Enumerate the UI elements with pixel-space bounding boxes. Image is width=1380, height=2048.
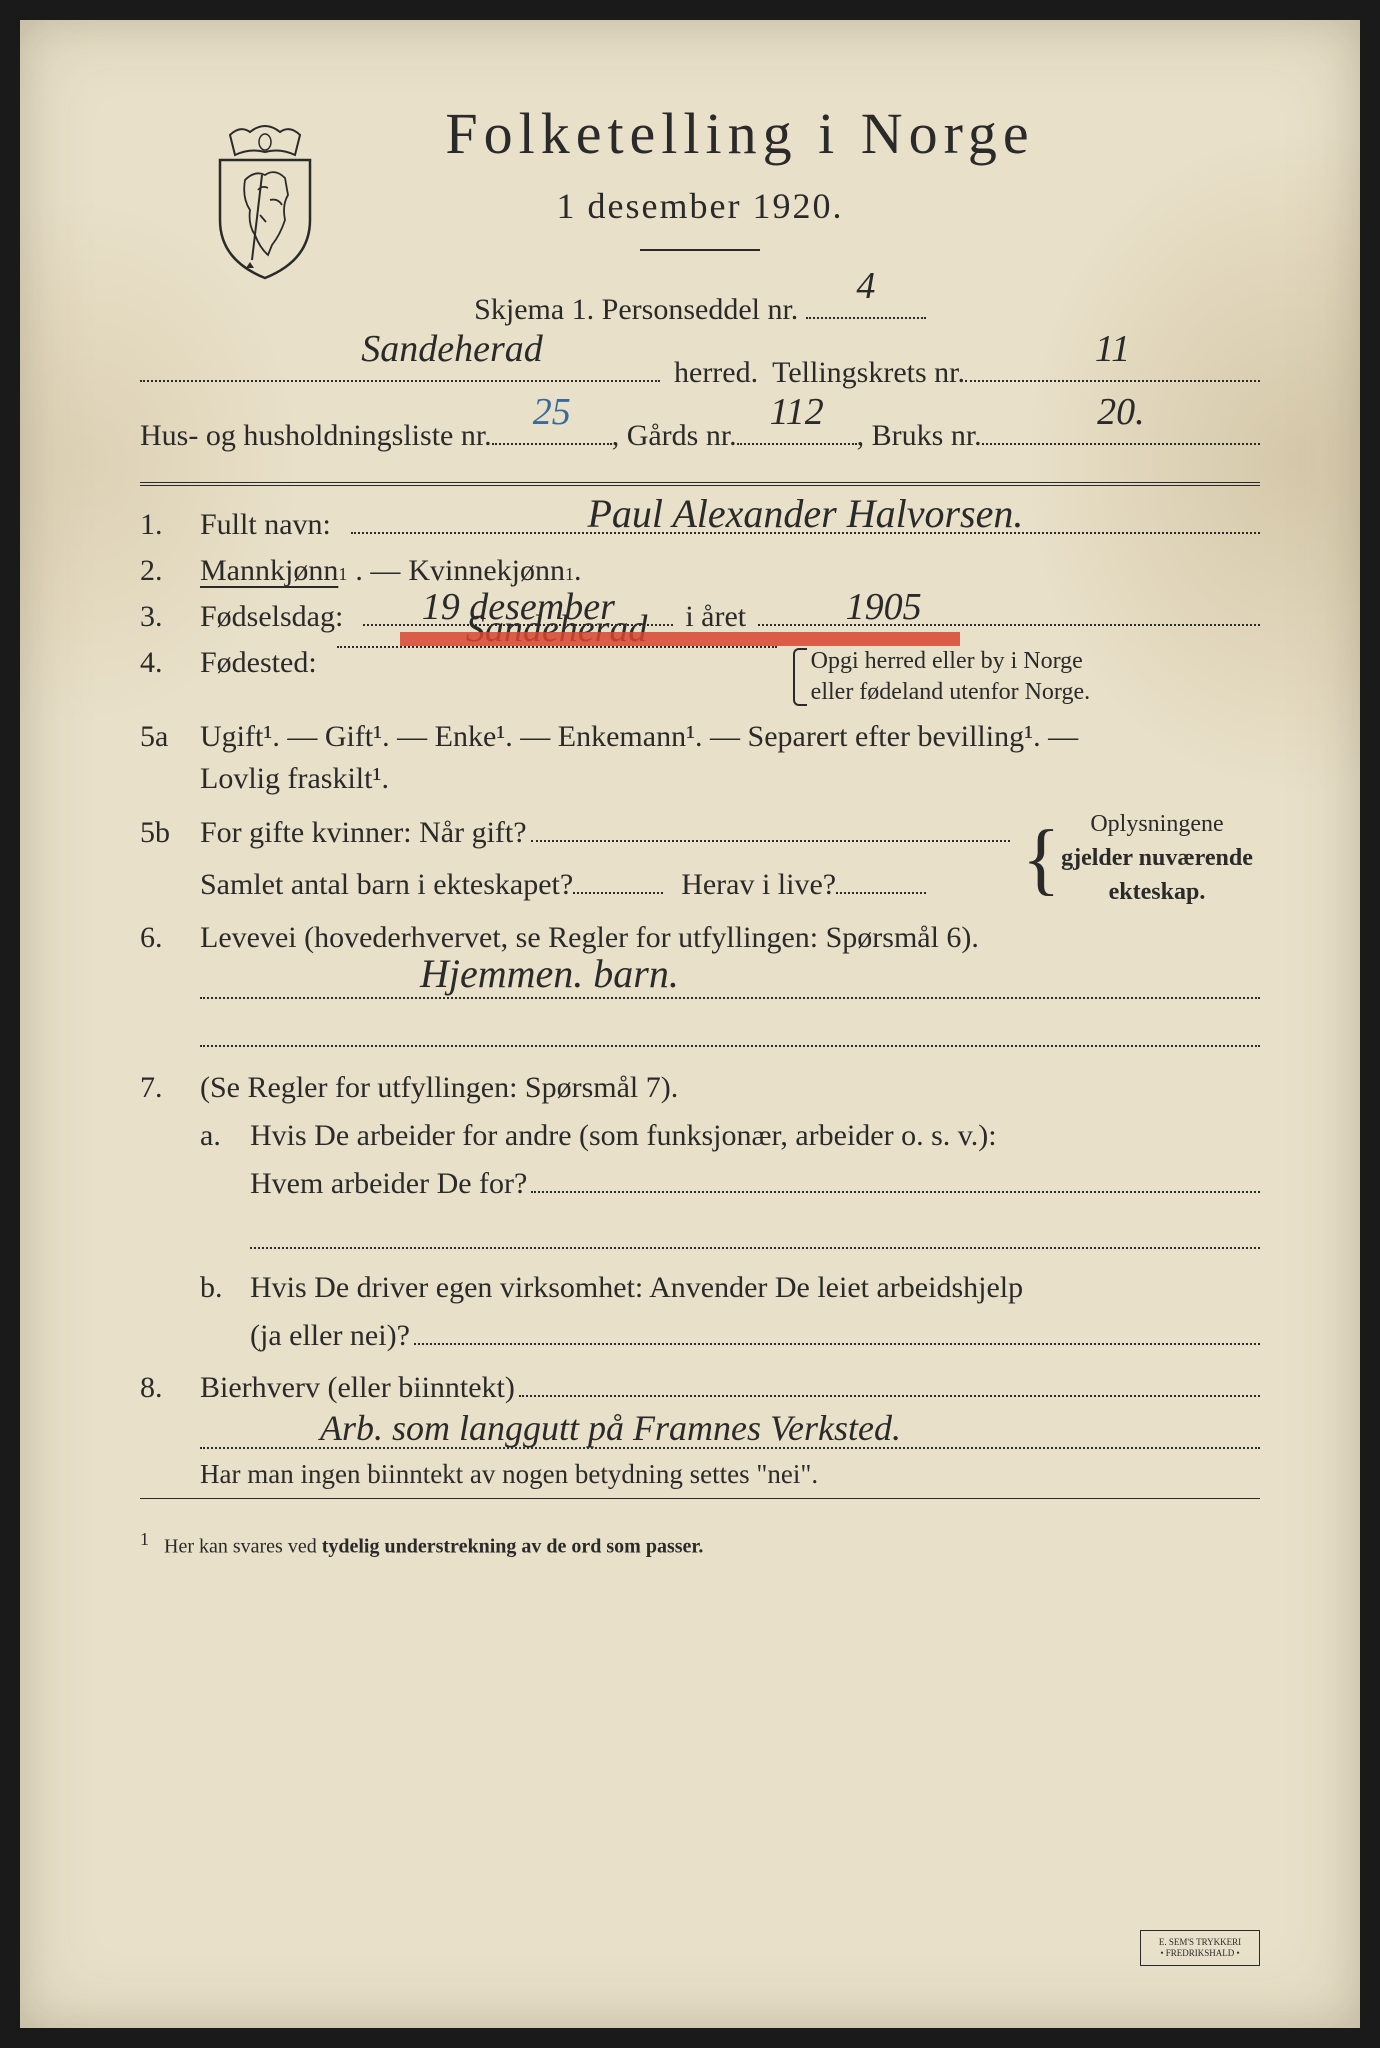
- herred-value: Sandeherad: [361, 313, 543, 385]
- q3-row: 3. Fødselsdag: 19 desember i året 1905: [140, 600, 1260, 634]
- q4-label: Fødested:: [200, 646, 317, 680]
- q7b-l1: Hvis De driver egen virksomhet: Anvender…: [250, 1271, 1023, 1305]
- q5a-num: 5a: [140, 720, 200, 754]
- shield-svg: [210, 120, 320, 280]
- q8-value: Arb. som langgutt på Framnes Verksted.: [320, 1407, 901, 1449]
- q1-num: 1.: [140, 508, 200, 542]
- q2-num: 2.: [140, 554, 200, 588]
- q2-mann: Mannkjønn: [200, 554, 338, 588]
- herred-label: herred.: [674, 344, 758, 401]
- title: Folketelling i Norge: [220, 100, 1260, 167]
- q8-row: 8. Bierhverv (eller biinntekt): [140, 1371, 1260, 1405]
- q3-year: 1905: [846, 585, 922, 629]
- bottom-rule: [140, 1498, 1260, 1499]
- coat-of-arms-icon: [210, 120, 320, 280]
- q4-row: 4. Fødested: Sandeherad Opgi herred elle…: [140, 646, 1260, 708]
- q5b-row: 5b For gifte kvinner: Når gift? Samlet a…: [140, 808, 1260, 909]
- q3-mid: i året: [685, 600, 746, 634]
- q7b-l2: (ja eller nei)?: [250, 1319, 410, 1353]
- q5a-l2: Lovlig fraskilt¹.: [200, 762, 389, 796]
- husholdning-line: Hus- og husholdningsliste nr. 25 , Gårds…: [140, 407, 1260, 464]
- bruks-label: , Bruks nr.: [857, 407, 982, 464]
- q5b-l1: For gifte kvinner: Når gift?: [200, 816, 527, 850]
- footnote: 1 Her kan svares ved tydelig understrekn…: [140, 1519, 1260, 1559]
- q7-label: (Se Regler for utfyllingen: Spørsmål 7).: [200, 1071, 678, 1105]
- q6-blank-line: [200, 1011, 1260, 1047]
- q1-value: Paul Alexander Halvorsen.: [588, 490, 1024, 537]
- herred-line: Sandeherad herred. Tellingskrets nr. 11: [140, 344, 1260, 401]
- q7a-label: a.: [200, 1119, 250, 1153]
- q4-num: 4.: [140, 646, 200, 680]
- q8-num: 8.: [140, 1371, 200, 1405]
- gards-value: 112: [770, 376, 824, 448]
- q6-row: 6. Levevei (hovederhvervet, se Regler fo…: [140, 921, 1260, 955]
- footnote-text: Her kan svares ved tydelig understreknin…: [164, 1536, 703, 1558]
- bruks-value: 20.: [1097, 376, 1145, 448]
- q5a-row: 5a Ugift¹. — Gift¹. — Enke¹. — Enkemann¹…: [140, 720, 1260, 754]
- q5a-options: Ugift¹. — Gift¹. — Enke¹. — Enkemann¹. —…: [200, 720, 1078, 754]
- q5b-l2a: Samlet antal barn i ekteskapet?: [200, 868, 573, 902]
- q8-fill-line: Arb. som langgutt på Framnes Verksted.: [200, 1413, 1260, 1449]
- krets-value: 11: [1095, 313, 1130, 385]
- q8-label: Bierhverv (eller biinntekt): [200, 1371, 515, 1405]
- q8-note-row: Har man ingen biinntekt av nogen betydni…: [140, 1459, 1260, 1490]
- hush-value: 25: [533, 376, 571, 448]
- q7b-label: b.: [200, 1271, 250, 1305]
- red-strike-mark: [400, 632, 960, 646]
- q7a-row: a. Hvis De arbeider for andre (som funks…: [140, 1119, 1260, 1153]
- q5a-line2: Lovlig fraskilt¹.: [140, 762, 1260, 796]
- q7-num: 7.: [140, 1071, 200, 1105]
- printer-stamp: E. SEM'S TRYKKERI • FREDRIKSHALD •: [1140, 1930, 1260, 1966]
- schema-line: Skjema 1. Personseddel nr. 4: [140, 281, 1260, 338]
- q8-note: Har man ingen biinntekt av nogen betydni…: [200, 1459, 818, 1490]
- q6-num: 6.: [140, 921, 200, 955]
- q2-kvin: Kvinnekjønn: [408, 554, 565, 588]
- gards-label: , Gårds nr.: [612, 407, 737, 464]
- q4-note: Opgi herred eller by i Norge eller fødel…: [793, 646, 1090, 708]
- q3-num: 3.: [140, 600, 200, 634]
- q7a-l2: Hvem arbeider De for?: [250, 1167, 527, 1201]
- q5b-num: 5b: [140, 816, 200, 850]
- census-form-page: Folketelling i Norge 1 desember 1920. Sk…: [20, 20, 1360, 2028]
- schema-value: 4: [856, 250, 875, 322]
- divider: [640, 249, 760, 251]
- q6-value: Hjemmen. barn.: [420, 950, 679, 997]
- q2-row: 2. Mannkjønn1 . — Kvinnekjønn1.: [140, 554, 1260, 588]
- hush-prefix: Hus- og husholdningsliste nr.: [140, 407, 492, 464]
- q7a-l2-row: Hvem arbeider De for?: [140, 1167, 1260, 1201]
- q3-label: Fødselsdag:: [200, 600, 343, 634]
- q7b-l2-row: (ja eller nei)?: [140, 1319, 1260, 1353]
- q7-row: 7. (Se Regler for utfyllingen: Spørsmål …: [140, 1071, 1260, 1105]
- q6-fill-line: Hjemmen. barn.: [200, 963, 1260, 999]
- divider-double: [140, 482, 1260, 486]
- q7a-l1: Hvis De arbeider for andre (som funksjon…: [250, 1119, 997, 1153]
- q7b-row: b. Hvis De driver egen virksomhet: Anven…: [140, 1271, 1260, 1305]
- q1-row: 1. Fullt navn: Paul Alexander Halvorsen.: [140, 508, 1260, 542]
- q5b-note: Oplysningene gjelder nuværende ekteskap.: [1030, 808, 1260, 909]
- q1-label: Fullt navn:: [200, 508, 331, 542]
- q7a-blank: [250, 1213, 1260, 1249]
- q5b-l2b: Herav i live?: [681, 868, 836, 902]
